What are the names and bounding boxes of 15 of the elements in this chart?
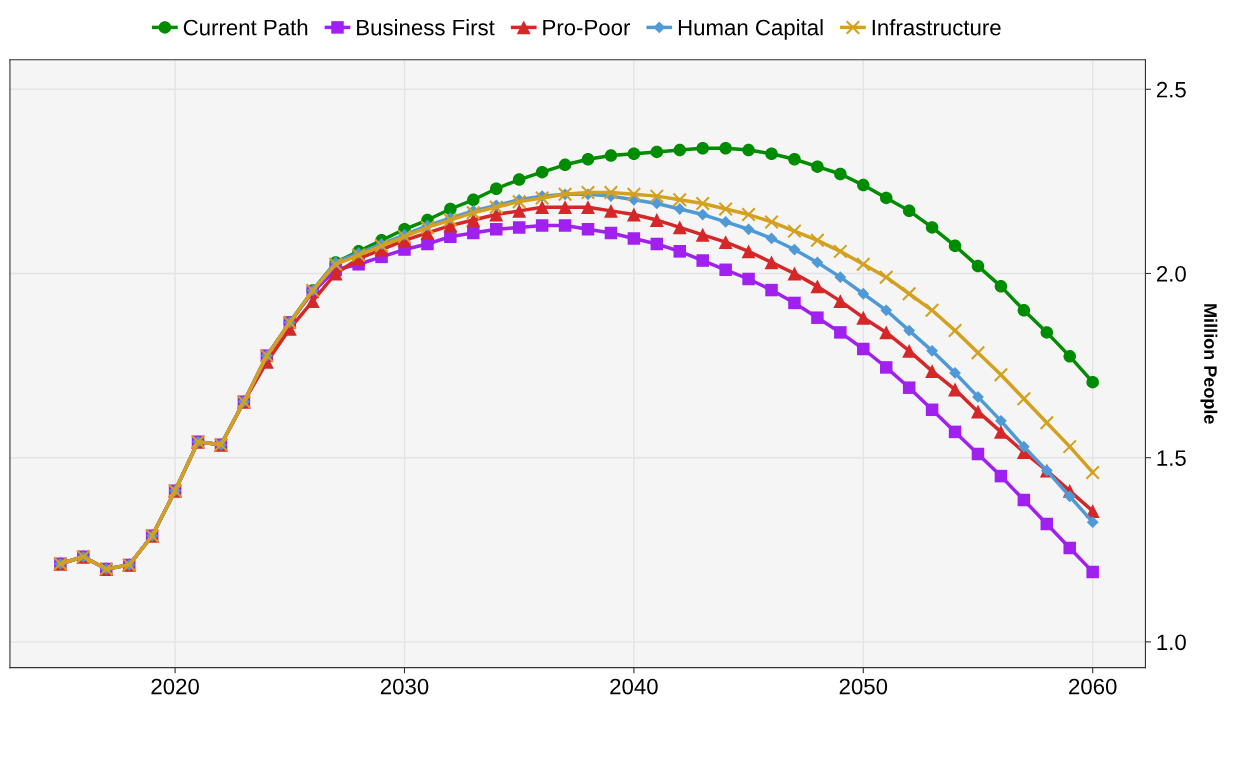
x-tick-label: 2060 bbox=[1069, 678, 1117, 695]
legend-label: Pro-Poor bbox=[543, 19, 631, 36]
legend-label: Infrastructure bbox=[872, 19, 1001, 36]
legend-label: Business First bbox=[357, 19, 495, 36]
x-tick-label: 2030 bbox=[380, 678, 429, 695]
y-tick-label: 1.5 bbox=[1157, 450, 1186, 466]
y-axis-title: Million People bbox=[1200, 304, 1218, 424]
legend-label: Human Capital bbox=[678, 19, 823, 40]
x-tick-label: 2020 bbox=[151, 678, 199, 695]
x-tick-label: 2050 bbox=[839, 678, 888, 695]
legend-label: Current Path bbox=[183, 19, 308, 36]
y-tick-label: 1.0 bbox=[1157, 634, 1186, 651]
x-tick-label: 2040 bbox=[610, 678, 658, 695]
y-tick-label: 2.5 bbox=[1156, 81, 1186, 98]
y-tick-label: 2.0 bbox=[1156, 266, 1186, 282]
